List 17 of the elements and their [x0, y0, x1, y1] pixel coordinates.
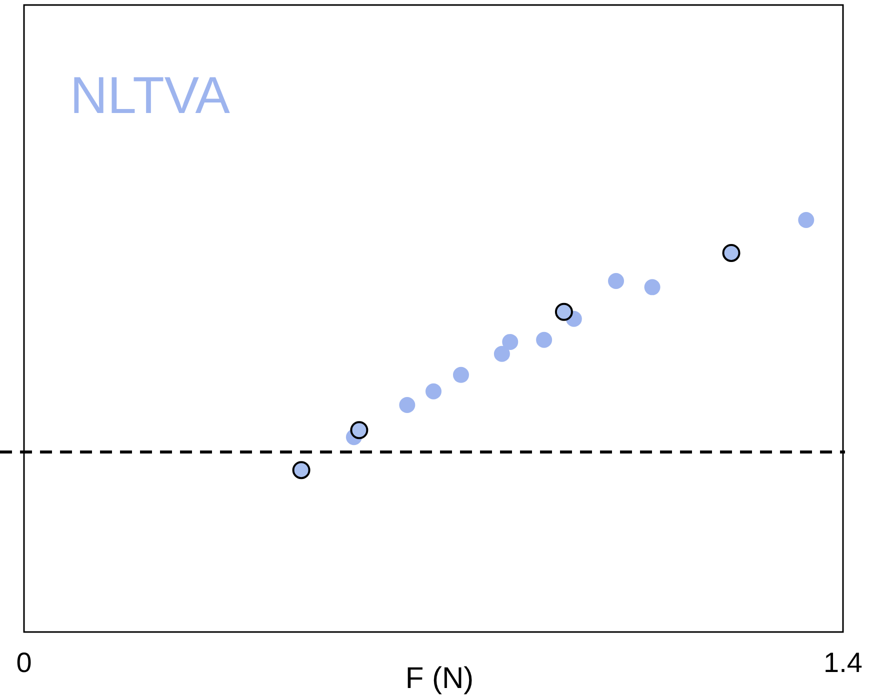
x-tick-label: 0 — [16, 647, 32, 678]
point — [502, 334, 518, 350]
chart-title: NLTVA — [70, 67, 230, 125]
point — [644, 279, 660, 296]
point — [292, 461, 310, 480]
x-axis-title: F (N) — [405, 662, 474, 695]
point — [722, 244, 740, 262]
point — [608, 272, 624, 289]
point — [452, 366, 469, 383]
point — [554, 302, 573, 321]
point — [536, 332, 552, 348]
point — [426, 383, 442, 400]
point — [798, 212, 814, 228]
point — [494, 346, 510, 362]
point — [350, 421, 368, 440]
x-tick-label: 1.4 — [824, 647, 862, 678]
point — [399, 396, 416, 413]
